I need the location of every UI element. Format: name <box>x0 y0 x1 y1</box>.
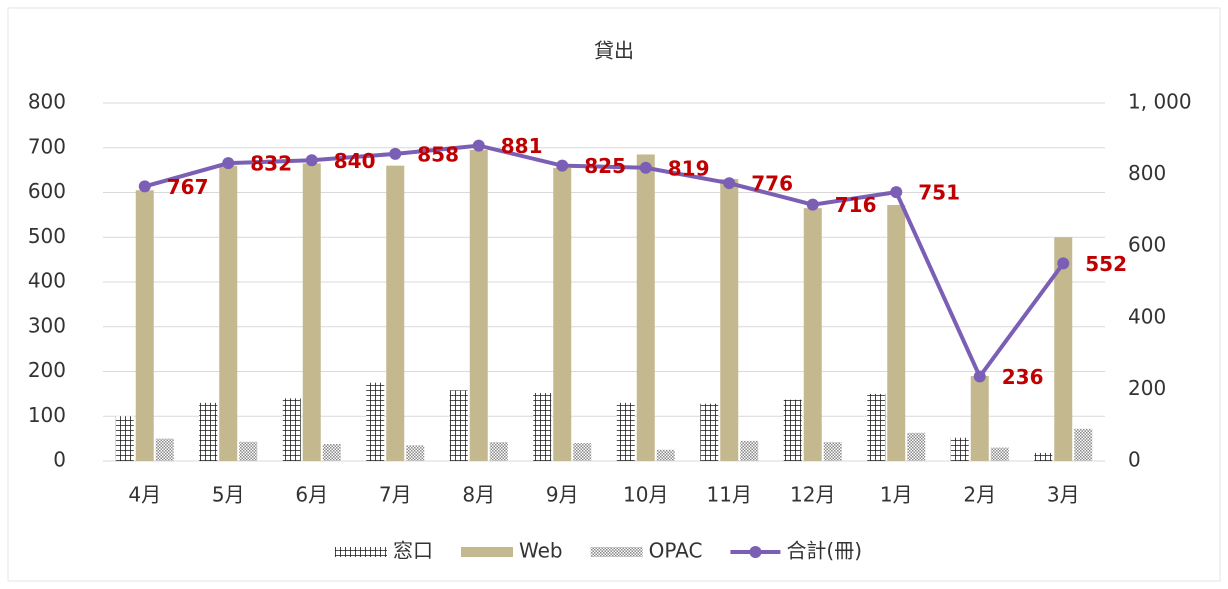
bar <box>155 438 174 461</box>
x-tick-label: 2月 <box>963 483 996 507</box>
bar <box>115 416 134 461</box>
y-tick-label: 700 <box>28 134 66 158</box>
y-tick-label: 600 <box>28 179 66 203</box>
value-label: 881 <box>501 134 543 158</box>
x-tick-label: 7月 <box>379 483 412 507</box>
bar <box>783 399 802 461</box>
bar <box>449 390 468 461</box>
value-label: 840 <box>334 149 376 173</box>
point <box>305 154 318 167</box>
bar <box>239 441 258 461</box>
legend-label: 合計(冊) <box>786 539 862 563</box>
bar <box>803 208 822 461</box>
bar <box>1074 428 1093 461</box>
y-tick-label: 800 <box>28 90 66 114</box>
x-tick-label: 6月 <box>295 483 328 507</box>
bar <box>887 205 906 461</box>
y2-tick-label: 400 <box>1128 304 1166 328</box>
legend-label: 窓口 <box>393 539 433 563</box>
value-label: 832 <box>250 152 292 176</box>
point <box>389 147 402 160</box>
x-tick-label: 1月 <box>880 483 913 507</box>
bar <box>867 393 886 461</box>
bar <box>533 392 552 461</box>
bar <box>366 382 385 461</box>
x-tick-label: 8月 <box>462 483 495 507</box>
value-label: 776 <box>751 172 793 196</box>
y-tick-label: 500 <box>28 224 66 248</box>
chart-title: 貸出 <box>594 39 634 63</box>
y2-tick-label: 1, 000 <box>1128 90 1192 114</box>
legend-label: Web <box>519 539 563 563</box>
value-label: 751 <box>918 181 960 205</box>
x-tick-label: 5月 <box>212 483 245 507</box>
point <box>806 198 819 211</box>
y2-tick-label: 800 <box>1128 161 1166 185</box>
legend-label: OPAC <box>649 539 703 563</box>
value-label: 858 <box>417 142 459 166</box>
value-label: 552 <box>1085 252 1127 276</box>
bar <box>199 402 218 461</box>
legend-swatch <box>335 547 387 557</box>
bar <box>219 165 238 461</box>
point <box>138 180 151 193</box>
x-tick-label: 10月 <box>623 483 668 507</box>
y2-tick-label: 200 <box>1128 376 1166 400</box>
x-tick-label: 3月 <box>1047 483 1080 507</box>
y-tick-label: 100 <box>28 403 66 427</box>
y-tick-label: 400 <box>28 269 66 293</box>
bar <box>970 375 989 461</box>
bar <box>1054 237 1073 461</box>
point <box>222 157 235 170</box>
bar <box>573 443 592 461</box>
bar <box>322 443 341 461</box>
bar <box>553 167 572 461</box>
x-tick-label: 11月 <box>707 483 752 507</box>
y2-tick-label: 600 <box>1128 233 1166 257</box>
bar <box>823 442 842 461</box>
bar <box>135 190 154 461</box>
bar <box>700 403 719 461</box>
line <box>144 143 1065 381</box>
y2-tick-label: 0 <box>1128 448 1141 472</box>
value-label: 825 <box>584 154 626 178</box>
y-tick-label: 200 <box>28 358 66 382</box>
point <box>639 161 652 174</box>
legend-swatch <box>590 547 643 557</box>
bar <box>386 165 405 461</box>
bar <box>616 402 635 461</box>
bar <box>907 432 926 461</box>
point <box>472 139 485 152</box>
value-label: 819 <box>668 156 710 180</box>
bar <box>302 163 321 461</box>
legend-swatch <box>461 547 513 557</box>
x-tick-label: 4月 <box>128 483 161 507</box>
value-label: 716 <box>835 193 877 217</box>
y-tick-label: 0 <box>53 448 66 472</box>
bar <box>720 179 739 461</box>
point <box>556 159 569 172</box>
x-tick-label: 12月 <box>790 483 835 507</box>
bar <box>469 149 488 462</box>
bar <box>950 437 969 461</box>
y-tick-label: 300 <box>28 313 66 337</box>
point <box>973 370 986 383</box>
x-tick-label: 9月 <box>546 483 579 507</box>
bar <box>636 154 655 461</box>
bar <box>406 445 425 461</box>
point <box>890 186 903 199</box>
bar <box>990 447 1009 461</box>
legend-marker <box>749 546 762 558</box>
bar <box>489 442 508 461</box>
bar <box>1034 452 1053 461</box>
bar <box>740 440 759 461</box>
bar <box>282 398 301 461</box>
bar <box>656 449 675 461</box>
point <box>1057 257 1070 270</box>
value-label: 236 <box>1002 365 1044 389</box>
value-label: 767 <box>167 175 209 199</box>
point <box>723 177 736 190</box>
